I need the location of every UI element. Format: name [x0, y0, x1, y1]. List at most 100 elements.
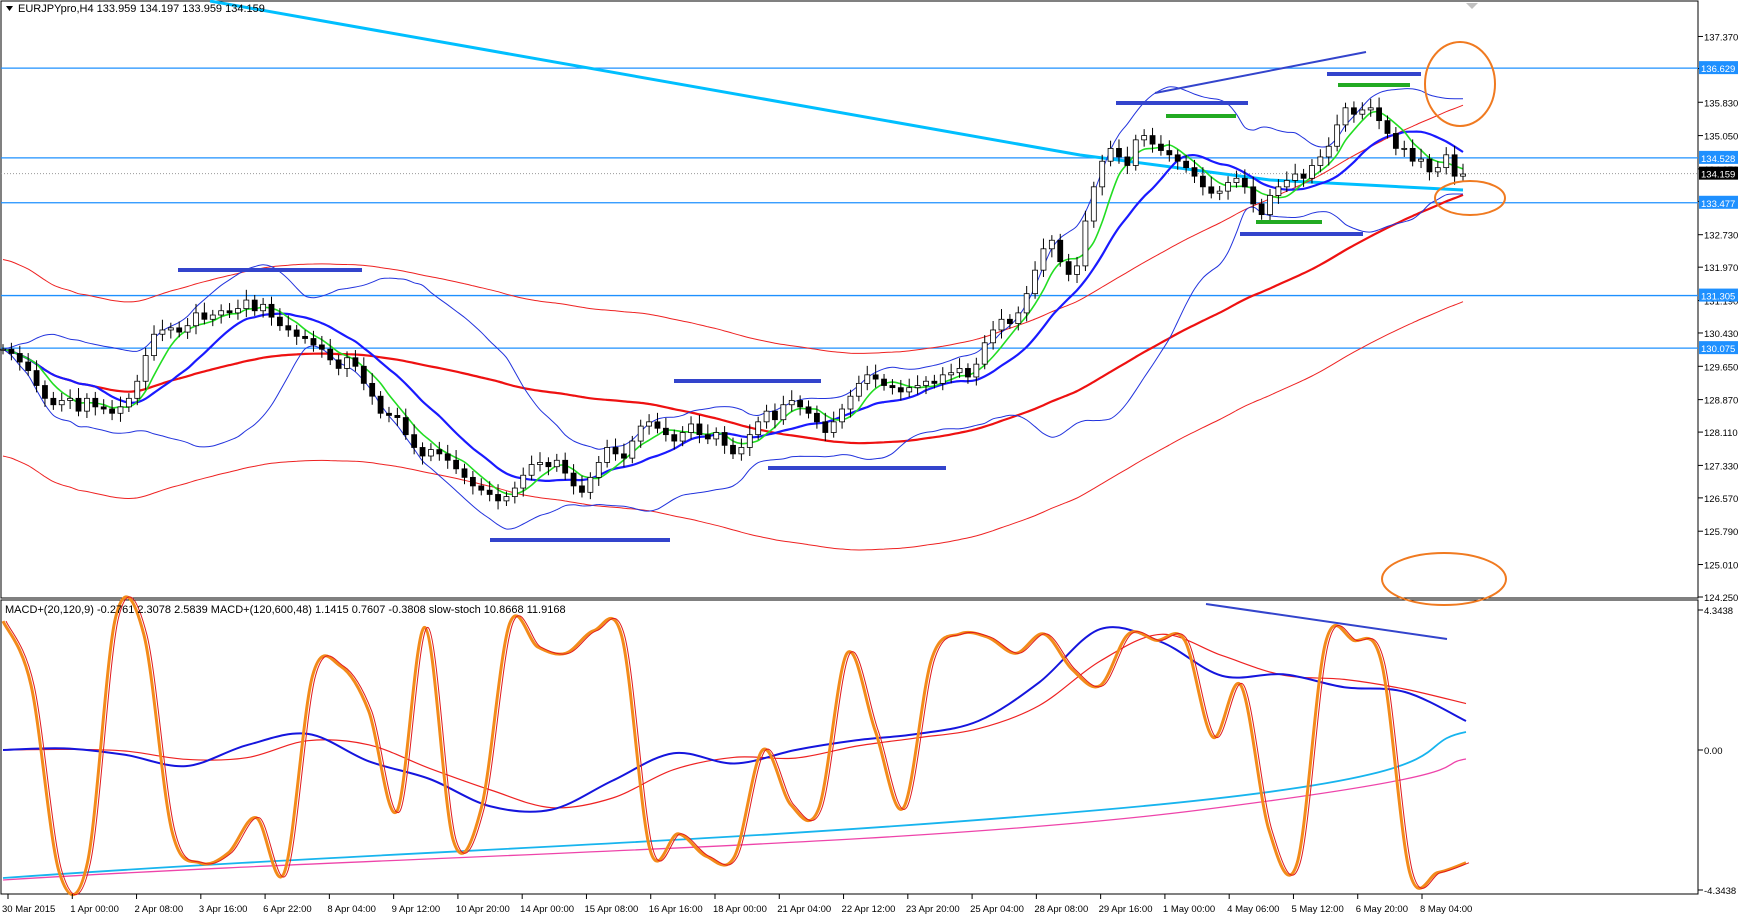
candle-bull[interactable]	[914, 385, 921, 389]
candle-bull[interactable]	[1401, 147, 1408, 150]
annotation-ellipse[interactable]	[1381, 552, 1507, 606]
candle-bull[interactable]	[428, 449, 434, 457]
annotation-line[interactable]	[1154, 51, 1367, 94]
dropdown-triangle-icon[interactable]	[6, 6, 13, 11]
candle-bear[interactable]	[411, 434, 418, 448]
candle-bear[interactable]	[478, 485, 485, 491]
candle-bear[interactable]	[251, 299, 258, 312]
candle-bull[interactable]	[1107, 147, 1114, 162]
candle-bear[interactable]	[1116, 147, 1122, 158]
candle-bear[interactable]	[897, 387, 904, 393]
candle-bull[interactable]	[243, 299, 250, 310]
candle-bull[interactable]	[344, 357, 350, 369]
candle-bull[interactable]	[1443, 154, 1450, 169]
candle-bull[interactable]	[746, 434, 753, 448]
candle-bear[interactable]	[545, 462, 552, 468]
candle-bull[interactable]	[67, 397, 74, 401]
candle-bear[interactable]	[1174, 154, 1181, 162]
level-price-tag[interactable]	[1699, 150, 1738, 164]
candle-bull[interactable]	[780, 404, 787, 421]
candle-bear[interactable]	[662, 427, 669, 436]
candle-bull[interactable]	[1309, 165, 1315, 179]
candle-bear[interactable]	[704, 434, 711, 440]
candle-bear[interactable]	[1158, 143, 1164, 151]
candle-bull[interactable]	[713, 432, 720, 440]
annotation-ellipse[interactable]	[1424, 41, 1496, 127]
candle-bull[interactable]	[1090, 186, 1097, 222]
candle-bull[interactable]	[142, 355, 149, 382]
candle-bull[interactable]	[1048, 239, 1055, 250]
candle-bear[interactable]	[1426, 158, 1433, 173]
candle-bear[interactable]	[109, 408, 115, 414]
candle-bear[interactable]	[285, 325, 292, 331]
candle-bear[interactable]	[965, 368, 971, 378]
candle-bear[interactable]	[1376, 107, 1382, 122]
annotation-ellipse[interactable]	[1434, 180, 1506, 216]
candle-bear[interactable]	[1166, 150, 1173, 156]
candle-bull[interactable]	[159, 329, 166, 335]
candle-bear[interactable]	[579, 485, 585, 493]
candle-bull[interactable]	[646, 421, 652, 427]
candle-bear[interactable]	[730, 444, 736, 455]
candle-bull[interactable]	[1074, 265, 1080, 275]
candle-bull[interactable]	[167, 327, 174, 331]
candle-bull[interactable]	[1233, 177, 1240, 183]
candle-bull[interactable]	[830, 421, 837, 433]
candle-bear[interactable]	[201, 312, 208, 320]
candle-bull[interactable]	[763, 410, 770, 423]
candle-bear[interactable]	[226, 310, 233, 314]
candle-bull[interactable]	[1040, 248, 1047, 271]
candle-bull[interactable]	[855, 382, 862, 397]
level-price-tag[interactable]	[1699, 288, 1738, 302]
candle-bear[interactable]	[612, 447, 619, 455]
candle-bear[interactable]	[50, 397, 57, 406]
candle-bull[interactable]	[125, 397, 132, 408]
candle-bear[interactable]	[461, 468, 468, 478]
level-price-tag[interactable]	[1699, 195, 1738, 209]
candle-bull[interactable]	[528, 464, 535, 476]
candle-bull[interactable]	[864, 374, 871, 384]
candle-bear[interactable]	[268, 303, 275, 318]
candle-bear[interactable]	[360, 365, 367, 384]
candle-bear[interactable]	[469, 476, 476, 487]
candle-bull[interactable]	[1023, 293, 1030, 314]
candle-bear[interactable]	[369, 382, 376, 397]
candle-bear[interactable]	[436, 449, 443, 455]
candle-bear[interactable]	[327, 348, 334, 361]
candle-bear[interactable]	[1191, 167, 1198, 177]
candle-bear[interactable]	[1300, 173, 1307, 179]
candle-bull[interactable]	[1460, 173, 1466, 177]
candle-bear[interactable]	[1208, 186, 1215, 194]
candle-bull[interactable]	[956, 368, 963, 374]
candle-bear[interactable]	[453, 459, 460, 470]
candle-bear[interactable]	[335, 359, 342, 369]
candle-bull[interactable]	[595, 462, 602, 478]
candle-bear[interactable]	[352, 357, 359, 367]
candle-bear[interactable]	[1124, 156, 1131, 166]
candle-bull[interactable]	[1292, 173, 1299, 181]
candle-bear[interactable]	[1006, 318, 1013, 324]
candle-bear[interactable]	[75, 397, 82, 412]
candle-bull[interactable]	[117, 406, 124, 414]
candle-bear[interactable]	[805, 406, 812, 414]
candle-bull[interactable]	[1367, 107, 1374, 111]
candle-bear[interactable]	[444, 453, 451, 461]
candle-bear[interactable]	[377, 395, 384, 414]
candle-bear[interactable]	[721, 432, 728, 446]
candle-bear[interactable]	[8, 348, 15, 354]
candle-bull[interactable]	[755, 421, 762, 436]
candle-bear[interactable]	[1149, 135, 1156, 145]
candle-bull[interactable]	[1099, 160, 1106, 188]
candle-bull[interactable]	[0, 348, 6, 351]
candle-bear[interactable]	[318, 344, 325, 350]
candle-bear[interactable]	[671, 434, 678, 442]
candle-bull[interactable]	[193, 312, 199, 327]
candle-bull[interactable]	[1275, 186, 1282, 196]
candle-bull[interactable]	[151, 333, 157, 357]
candle-bull[interactable]	[1015, 312, 1022, 324]
candle-bear[interactable]	[772, 410, 778, 421]
candle-bull[interactable]	[1359, 109, 1366, 115]
candle-bull[interactable]	[1225, 182, 1231, 192]
candle-bull[interactable]	[1216, 190, 1223, 194]
candle-bear[interactable]	[1065, 261, 1072, 275]
